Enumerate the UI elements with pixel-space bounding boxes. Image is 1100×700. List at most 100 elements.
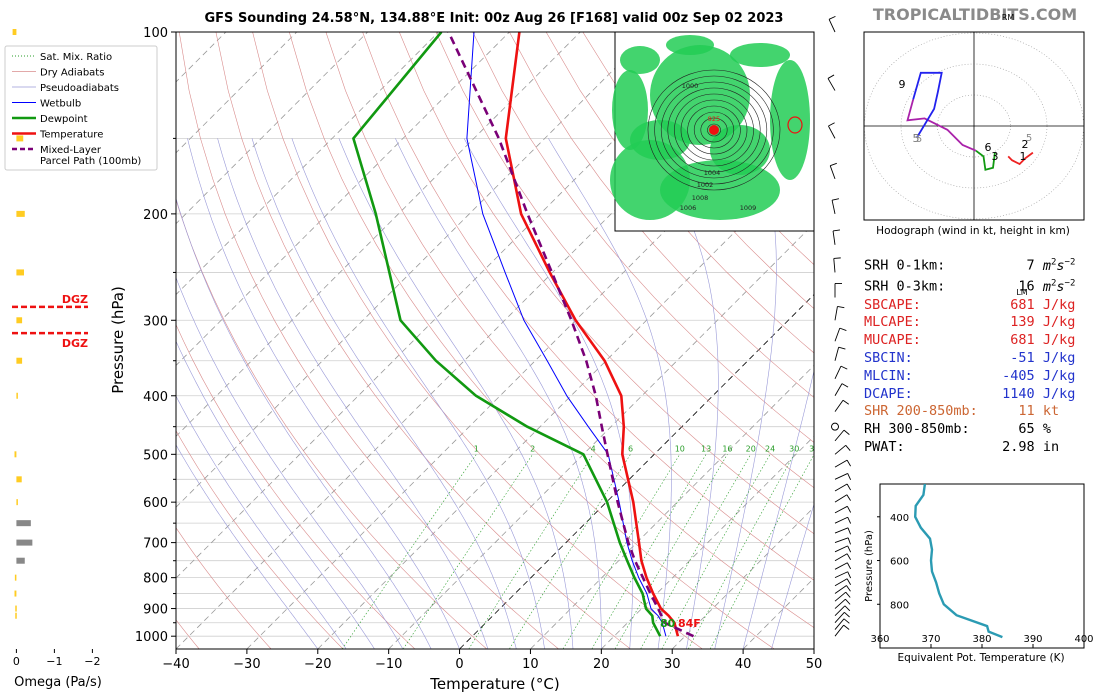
index-row: SHR 200-850mb: 11 kt (864, 403, 1100, 421)
mixing-ratio-label: 30 (789, 444, 799, 453)
map-isobar (654, 75, 774, 185)
dry-adiabat (176, 323, 416, 649)
wind-barb (834, 618, 845, 630)
index-value: -51 (985, 349, 1035, 366)
x-tick-label: −20 (304, 657, 331, 672)
mixing-ratio-label: 4 (591, 444, 596, 453)
wind-barb (834, 605, 846, 617)
wind-barb (834, 347, 840, 361)
index-value: 65 (985, 421, 1035, 438)
map-isobar (707, 123, 721, 137)
map-label: 1008 (692, 194, 709, 202)
wind-barb-flag (827, 74, 835, 79)
wind-barb-flag (843, 624, 850, 630)
theta-e-xlabel: Equivalent Pot. Temperature (K) (897, 652, 1064, 664)
index-value: 11 (985, 403, 1035, 420)
wind-barb-flag (843, 618, 850, 624)
surface-dewpoint-label: 80 (660, 617, 676, 630)
pseudoadiabat (176, 197, 432, 649)
skewt-axes: −40 −30 −20 −10 0 10 20 30 40 50 100 200 300 400 500 60… (135, 26, 822, 672)
theta-e-y-tick-label: 800 (890, 600, 909, 611)
wind-barb-flag (844, 605, 851, 612)
legend-label: Pseudoadiabats (40, 83, 119, 94)
wind-barb (834, 578, 848, 587)
omega-bar (16, 135, 24, 142)
mixing-ratio-label: 10 (675, 444, 685, 453)
skewt-frame (175, 31, 815, 650)
omega-bar (14, 451, 17, 458)
map-isobar (647, 69, 781, 191)
isotherm-line (530, 364, 814, 649)
isotherm-line (176, 32, 723, 579)
theta-e-panel: 360 370 380 390 400 400 600 800 (870, 483, 1094, 649)
x-tick-label: 40 (735, 657, 752, 672)
map-isobar (680, 99, 748, 161)
wind-barb (829, 165, 836, 179)
wind-barb-flag (845, 591, 851, 598)
wind-barb (834, 459, 848, 468)
wind-barb (834, 365, 842, 380)
legend: Sat. Mix. Ratio Dry Adiabats Pseudoadiabat… (4, 45, 158, 171)
precip-shading (650, 45, 750, 145)
wind-barb-flag (842, 399, 850, 405)
pseudoadiabat (395, 138, 602, 649)
theta-e-x-tick-label: 390 (1023, 634, 1042, 645)
wind-barb (834, 537, 849, 544)
index-unit: J/kg (1034, 349, 1076, 366)
legend-label: Temperature (39, 130, 103, 141)
mixing-ratio-label: 13 (701, 444, 711, 453)
index-value: 7 (985, 257, 1035, 274)
isotherm-line (317, 152, 814, 649)
theta-e-ylabel: Pressure (hPa) (864, 530, 875, 602)
wind-barb-flag (832, 229, 841, 232)
hodograph-caption: Hodograph (wind in kt, height in km) (876, 225, 1070, 237)
theta-e-y-tick-label: 400 (890, 513, 909, 524)
omega-bar (14, 590, 17, 597)
wind-barb-flag (831, 198, 840, 201)
x-tick-label: −10 (375, 657, 402, 672)
pseudoadiabat (176, 276, 404, 649)
hodograph-ring-label: 5 (916, 134, 922, 145)
isotherm-line (246, 81, 814, 649)
wind-barb-flag (846, 553, 852, 560)
index-value: 681 (985, 332, 1035, 349)
wind-barb (834, 571, 848, 579)
precip-shading (630, 120, 690, 160)
omega-bar (16, 357, 23, 364)
dry-adiabat (176, 198, 487, 649)
hodograph-ring-label: 5 (1026, 133, 1032, 144)
y-tick-label: 200 (143, 208, 168, 223)
index-unit: % (1034, 421, 1051, 438)
index-unit: m2s−2 (1042, 257, 1076, 274)
omega-bar (16, 476, 22, 483)
map-label: 1004 (704, 169, 721, 177)
omega-bar (12, 29, 17, 35)
wind-barb-flag (846, 578, 852, 586)
mixing-ratio-label: 1 (474, 444, 479, 453)
precip-shading (620, 46, 660, 74)
y-tick-label: 100 (143, 26, 168, 41)
mixing-ratio-line (468, 454, 594, 649)
wind-barb-flag (847, 517, 852, 524)
omega-bar (16, 557, 25, 564)
map-isobar (667, 87, 761, 173)
y-tick-label: 900 (143, 603, 168, 618)
wind-barb-flag (828, 15, 836, 20)
index-row: SBCAPE: 681 J/kg (864, 297, 1100, 315)
theta-e-x-tick-label: 370 (921, 634, 940, 645)
index-label: SRH 0-3km: (864, 278, 986, 295)
legend-label: Dewpoint (40, 114, 88, 125)
isotherm-line (388, 223, 814, 649)
index-value: 681 (985, 296, 1035, 313)
pseudoadiabat (176, 444, 319, 649)
dgz-label: DGZ (62, 293, 88, 306)
map-isobar (674, 93, 754, 167)
dry-adiabat (176, 527, 272, 649)
index-row: SRH 0-3km: 16 m2s−2 (864, 275, 1100, 296)
wind-barb (834, 585, 847, 594)
wind-barb-flag (828, 122, 835, 127)
wind-barb (834, 306, 838, 321)
legend-label: Mixed-Layer (40, 145, 102, 156)
isotherm-line (671, 506, 814, 649)
